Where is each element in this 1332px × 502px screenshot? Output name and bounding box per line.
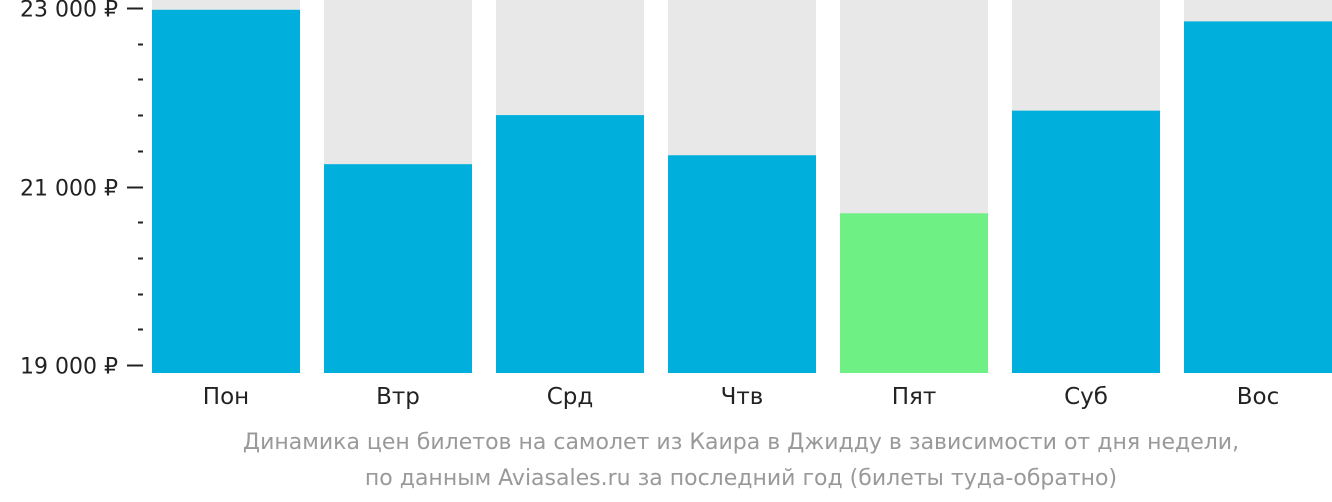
x-tick-label-5: Пят: [892, 384, 937, 410]
x-axis-labels: Пон Втр Срд Чтв Пят Суб Вос: [203, 384, 1279, 410]
x-tick-label-6: Суб: [1064, 384, 1108, 410]
y-axis: 23 000 ₽ 21 000 ₽ 19 000 ₽: [20, 0, 143, 380]
bar-2: [324, 164, 472, 373]
bar-6: [1012, 110, 1160, 373]
bar-1: [152, 9, 300, 373]
y-tick-label-1: 23 000 ₽: [20, 0, 118, 23]
bar-7: [1184, 21, 1332, 373]
bar-5: [840, 213, 988, 373]
x-tick-label-4: Чтв: [721, 384, 764, 410]
bar-3: [496, 115, 644, 373]
price-by-weekday-chart: 23 000 ₽ 21 000 ₽ 19 000 ₽ Пон Втр Срд Чтв Пят…: [20, 0, 1332, 410]
y-tick-label-3: 19 000 ₽: [20, 355, 118, 380]
y-tick-label-2: 21 000 ₽: [20, 177, 118, 202]
x-tick-label-2: Втр: [376, 384, 420, 410]
x-tick-label-3: Срд: [547, 384, 594, 410]
chart-caption-line-1: Динамика цен билетов на самолет из Каира…: [242, 430, 1240, 455]
x-tick-label-1: Пон: [203, 384, 249, 410]
x-tick-label-7: Вос: [1237, 384, 1280, 410]
bars: [152, 9, 1332, 373]
chart-caption-line-2: по данным Aviasales.ru за последний год …: [364, 466, 1118, 491]
bar-4: [668, 155, 816, 373]
